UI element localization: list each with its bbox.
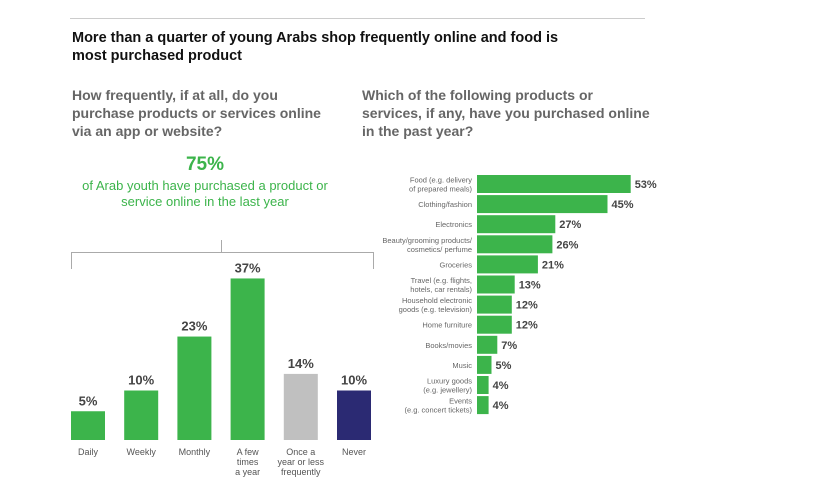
category-label: A few [237, 447, 260, 457]
bar-1 [124, 390, 159, 440]
hbar-5 [477, 275, 515, 294]
hbar-category-label: Food (e.g. delivery [410, 176, 472, 185]
hbar-1 [477, 195, 608, 214]
bar-4 [283, 373, 318, 440]
hbar-category-label: goods (e.g. television) [399, 305, 473, 314]
hbar-value-label: 12% [516, 320, 538, 332]
hbar-category-label: cosmetics/ perfume [407, 245, 472, 254]
hbar-2 [477, 215, 556, 234]
page-title: More than a quarter of young Arabs shop … [72, 30, 559, 64]
bracket [71, 252, 374, 269]
category-label: Daily [78, 447, 99, 457]
hbar-category-label: Events [449, 397, 472, 406]
category-label: Monthly [179, 447, 211, 457]
bar-5 [337, 390, 371, 440]
hbar-category-label: (e.g. jewellery) [423, 386, 472, 395]
hbar-4 [477, 255, 538, 274]
hbar-11 [477, 396, 489, 415]
category-label: Weekly [127, 447, 157, 457]
category-label: times [237, 457, 259, 467]
highlight-value: 75% [185, 154, 225, 175]
hbar-value-label: 21% [542, 259, 564, 271]
bar-value-label: 10% [341, 373, 367, 388]
hbar-7 [477, 315, 512, 334]
hbar-category-label: Luxury goods [427, 377, 472, 386]
hbar-category-label: Music [452, 361, 472, 370]
hbar-value-label: 7% [501, 340, 517, 352]
category-label: Once a [286, 447, 315, 457]
category-label: a year [235, 467, 260, 477]
hbar-10 [477, 376, 489, 394]
hbar-0 [477, 175, 631, 193]
bar-value-label: 10% [128, 373, 154, 388]
hbar-category-label: of prepared meals) [409, 185, 472, 194]
question-frequency: How frequently, if at all, do you purcha… [72, 87, 321, 139]
question-products: Which of the following products or servi… [362, 87, 650, 139]
hbar-value-label: 27% [559, 219, 581, 231]
bar-3 [230, 278, 265, 440]
hbar-value-label: 45% [612, 199, 634, 211]
hbar-6 [477, 295, 512, 314]
category-label: Never [342, 447, 366, 457]
hbar-value-label: 13% [519, 280, 541, 292]
hbar-3 [477, 235, 553, 254]
hbar-value-label: 5% [496, 360, 512, 372]
bar-value-label: 14% [288, 356, 314, 371]
hbar-category-label: Home furniture [422, 321, 472, 330]
hbar-category-label: Household electronic [402, 296, 472, 305]
hbar-category-label: hotels, car rentals) [410, 285, 472, 294]
bar-2 [177, 336, 212, 440]
bar-value-label: 23% [181, 319, 207, 334]
hbar-category-label: Travel (e.g. flights, [411, 276, 472, 285]
hbar-category-label: Clothing/fashion [418, 200, 472, 209]
bar-0 [71, 411, 105, 440]
hbar-9 [477, 355, 492, 374]
hbar-category-label: (e.g. concert tickets) [404, 406, 472, 415]
hbar-category-label: Beauty/grooming products/ [382, 236, 473, 245]
hbar-value-label: 53% [635, 179, 657, 191]
category-label: year or less [278, 457, 325, 467]
bar-value-label: 37% [235, 260, 261, 275]
hbar-category-label: Electronics [435, 220, 472, 229]
highlight-text: of Arab youth have purchased a product o… [82, 178, 328, 209]
hbar-value-label: 4% [493, 400, 509, 412]
top-rule [70, 18, 645, 19]
category-label: frequently [281, 467, 321, 477]
bracket-stem [221, 240, 222, 252]
hbar-category-label: Books/movies [425, 341, 472, 350]
hbar-8 [477, 335, 498, 354]
hbar-value-label: 26% [556, 239, 578, 251]
hbar-value-label: 12% [516, 300, 538, 312]
hbar-value-label: 4% [493, 380, 509, 392]
hbar-category-label: Groceries [439, 260, 472, 269]
bar-value-label: 5% [79, 393, 98, 408]
